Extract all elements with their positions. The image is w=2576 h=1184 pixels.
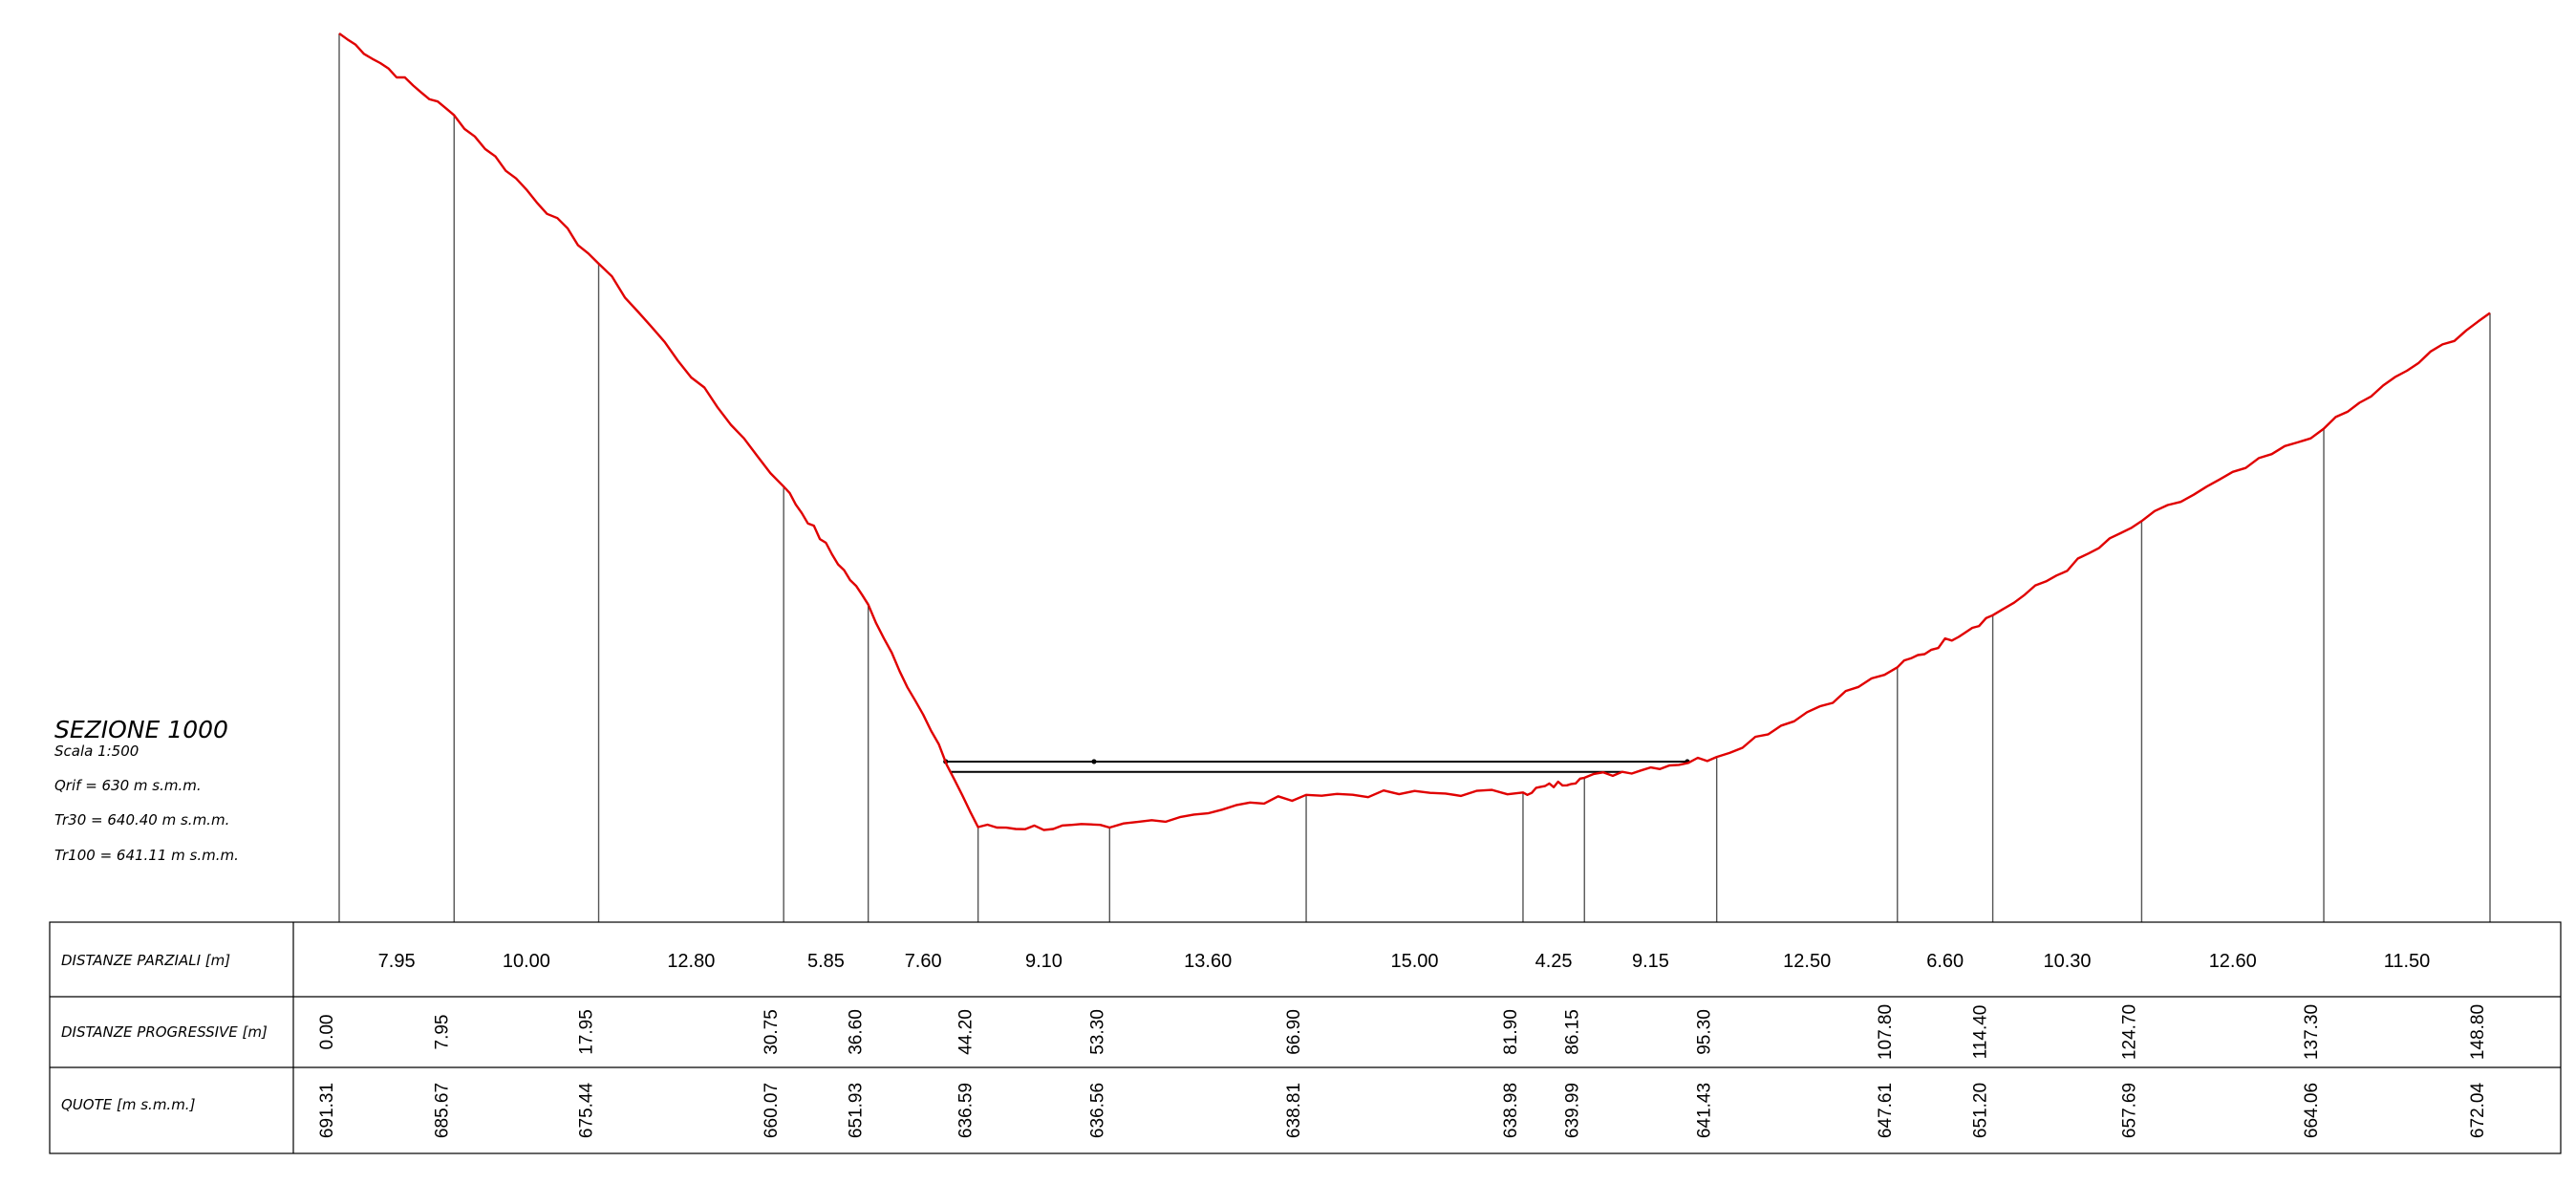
elevation-value: 672.04 bbox=[2468, 1083, 2488, 1139]
progressive-distance-value: 95.30 bbox=[1695, 1009, 1715, 1055]
partial-distance-value: 12.80 bbox=[667, 951, 715, 972]
elevation-value: 638.81 bbox=[1284, 1083, 1304, 1138]
progressive-distance-value: 148.80 bbox=[2468, 1004, 2488, 1060]
partial-distance-value: 11.50 bbox=[2384, 951, 2431, 972]
elevation-values: 691.31 685.67 675.44 660.07 651.93 636.59 636.… bbox=[317, 1083, 2488, 1139]
elevation-value: 647.61 bbox=[1876, 1083, 1896, 1138]
elevation-value: 639.99 bbox=[1562, 1083, 1582, 1138]
partial-distance-value: 9.10 bbox=[1025, 951, 1063, 972]
elevation-value: 651.93 bbox=[847, 1083, 867, 1138]
progressive-distance-values: 0.00 7.95 17.95 30.75 36.60 44.20 53.30 66.90 81… bbox=[317, 1004, 2488, 1060]
progressive-distance-value: 17.95 bbox=[577, 1009, 597, 1055]
partial-distance-value: 10.00 bbox=[503, 951, 550, 972]
partial-distance-value: 5.85 bbox=[807, 951, 845, 972]
elevation-value: 636.59 bbox=[956, 1083, 977, 1138]
section-scale: Scala 1:500 bbox=[54, 743, 139, 760]
partial-distance-value: 10.30 bbox=[2043, 951, 2091, 972]
partial-distance-value: 12.50 bbox=[1783, 951, 1831, 972]
elevation-value: 638.98 bbox=[1501, 1083, 1521, 1138]
station-lines bbox=[338, 33, 2491, 922]
progressive-distance-value: 137.30 bbox=[2302, 1004, 2322, 1060]
table-row-labels: DISTANZE PARZIALI [m] DISTANZE PROGRESSI… bbox=[61, 952, 268, 1113]
progressive-distance-value: 86.15 bbox=[1562, 1009, 1582, 1055]
progressive-distance-value: 0.00 bbox=[317, 1015, 337, 1050]
data-table bbox=[49, 921, 2562, 1154]
partial-distance-value: 7.60 bbox=[905, 951, 942, 972]
elevation-value: 636.56 bbox=[1087, 1083, 1107, 1138]
partial-distance-value: 15.00 bbox=[1390, 951, 1438, 972]
progressive-distance-value: 7.95 bbox=[432, 1015, 452, 1050]
partial-distance-value: 13.60 bbox=[1184, 951, 1232, 972]
elevation-value: 675.44 bbox=[577, 1083, 597, 1139]
title-block: SEZIONE 1000 Scala 1:500 Qrif = 630 m s.… bbox=[54, 716, 239, 864]
elevation-value: 651.20 bbox=[1971, 1083, 1991, 1138]
tr30-label: Tr30 = 640.40 m s.m.m. bbox=[54, 811, 229, 829]
qrif-label: Qrif = 630 m s.m.m. bbox=[54, 777, 202, 794]
partial-distance-value: 12.60 bbox=[2209, 951, 2257, 972]
progressive-distance-value: 81.90 bbox=[1501, 1009, 1521, 1055]
progressive-distance-value: 30.75 bbox=[762, 1009, 782, 1055]
row-label-elevations: QUOTE [m s.m.m.] bbox=[61, 1096, 196, 1113]
elevation-value: 691.31 bbox=[317, 1083, 337, 1138]
row-label-progressive: DISTANZE PROGRESSIVE [m] bbox=[61, 1023, 268, 1041]
water-level-marker bbox=[1091, 759, 1097, 764]
progressive-distance-value: 44.20 bbox=[956, 1009, 977, 1055]
elevation-value: 664.06 bbox=[2302, 1083, 2322, 1138]
water-levels bbox=[943, 759, 1690, 773]
progressive-distance-value: 114.40 bbox=[1971, 1005, 1991, 1060]
section-title: SEZIONE 1000 bbox=[54, 716, 228, 743]
tr100-label: Tr100 = 641.11 m s.m.m. bbox=[54, 847, 239, 864]
partial-distance-value: 7.95 bbox=[378, 951, 416, 972]
elevation-value: 685.67 bbox=[432, 1083, 452, 1138]
partial-distance-value: 9.15 bbox=[1632, 951, 1669, 972]
progressive-distance-value: 66.90 bbox=[1284, 1009, 1304, 1055]
elevation-value: 641.43 bbox=[1695, 1083, 1715, 1138]
table-border bbox=[49, 921, 2562, 1154]
partial-distance-value: 4.25 bbox=[1535, 951, 1573, 972]
elevation-value: 657.69 bbox=[2119, 1083, 2139, 1138]
partial-distance-values: 7.95 10.00 12.80 5.85 7.60 9.10 13.60 15.00 4.25… bbox=[378, 951, 2431, 972]
progressive-distance-value: 36.60 bbox=[847, 1009, 867, 1055]
terrain-profile-line bbox=[338, 32, 2491, 831]
progressive-distance-value: 107.80 bbox=[1876, 1004, 1896, 1060]
elevation-value: 660.07 bbox=[762, 1083, 782, 1138]
progressive-distance-value: 53.30 bbox=[1087, 1009, 1107, 1055]
row-label-partial: DISTANZE PARZIALI [m] bbox=[61, 952, 230, 969]
progressive-distance-value: 124.70 bbox=[2119, 1004, 2139, 1060]
partial-distance-value: 6.60 bbox=[1926, 951, 1964, 972]
